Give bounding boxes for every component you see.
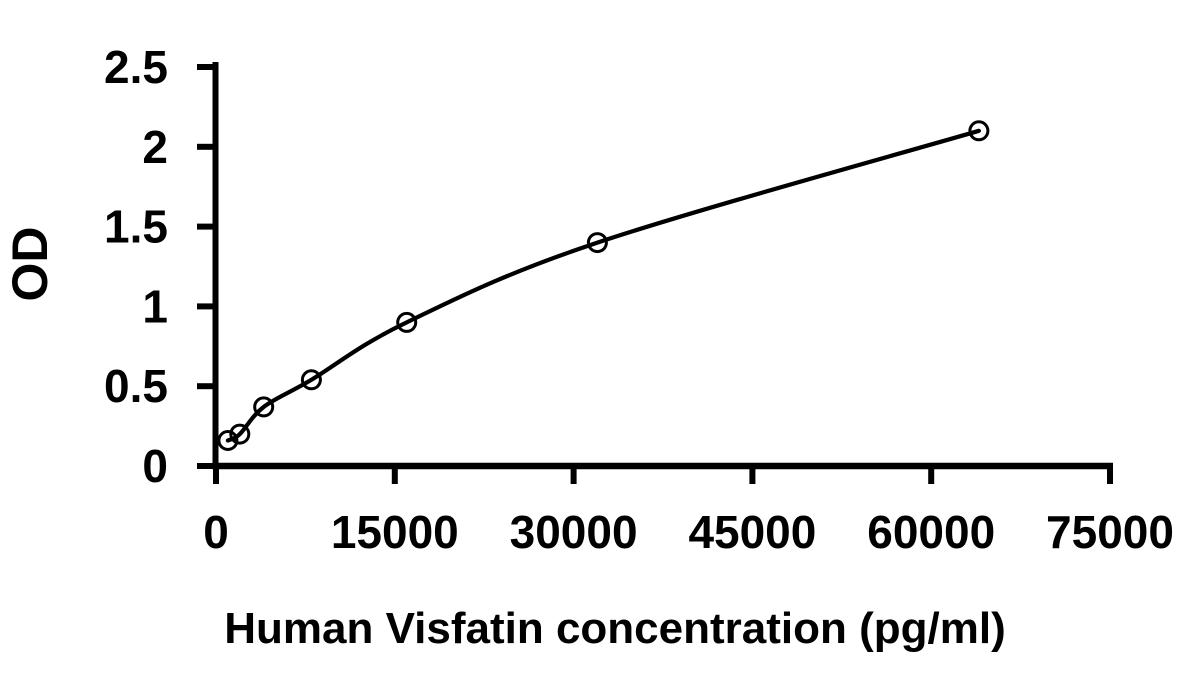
data-point-marker [396,311,418,333]
x-tick-label: 60000 [867,506,995,558]
x-tick-label: 45000 [688,506,816,558]
data-point-marker [300,369,322,391]
y-tick-label: 1.5 [104,201,168,253]
y-tick-label: 2.5 [104,41,168,93]
data-point-marker [229,423,251,445]
standard-curve-line [225,128,981,443]
y-axis-title: OD [2,227,58,302]
series-standard-curve [217,120,990,451]
data-point-marker [586,232,608,254]
data-point-marker [217,430,239,451]
x-tick-label: 0 [203,506,229,558]
data-point-marker [253,396,275,418]
y-tick-label: 0.5 [104,360,168,412]
tick-labels: 0 0.5 1 1.5 2 2.5 0 15000 30000 45000 60000 75000 [104,41,1174,558]
data-point-marker [968,120,990,142]
x-tick-label: 30000 [510,506,638,558]
ticks [197,64,1113,484]
y-tick-label: 0 [142,440,168,492]
y-tick-label: 1 [142,280,168,332]
y-tick-label: 2 [142,121,168,173]
x-axis-title: Human Visfatin concentration (pg/ml) [224,604,1005,653]
x-tick-label: 15000 [331,506,459,558]
axes [212,62,1113,470]
x-tick-label: 75000 [1046,506,1174,558]
